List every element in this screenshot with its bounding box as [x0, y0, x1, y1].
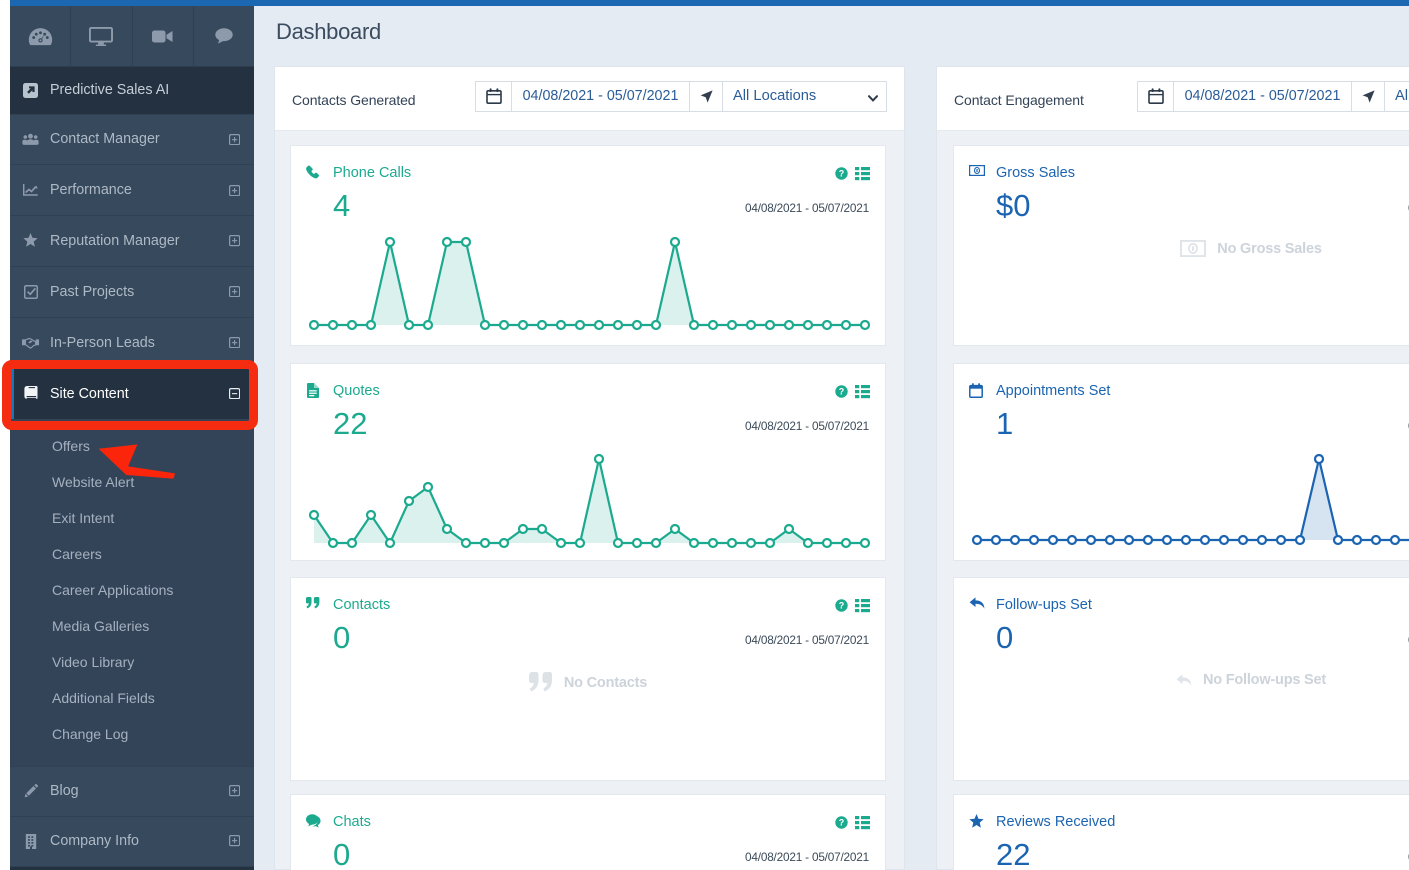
- svg-text:?: ?: [839, 817, 845, 827]
- svg-text:?: ?: [839, 600, 845, 610]
- svg-text:?: ?: [839, 168, 845, 178]
- svg-text:?: ?: [839, 386, 845, 396]
